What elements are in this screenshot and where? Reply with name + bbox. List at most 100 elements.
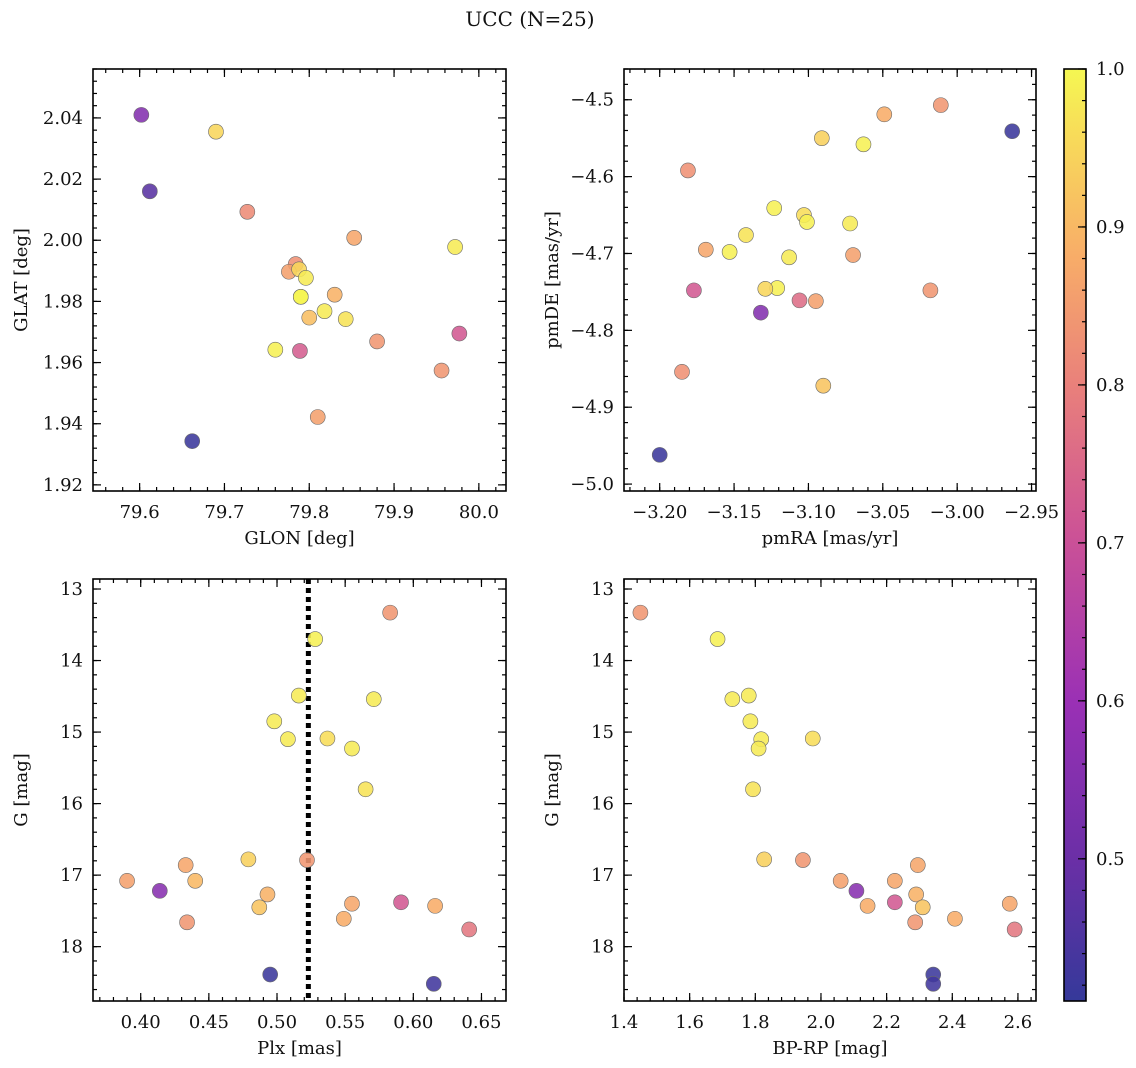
data-point: [750, 740, 767, 757]
data-point: [745, 781, 761, 798]
data-point: [344, 895, 360, 912]
x-tick-label: 79.6: [120, 502, 160, 523]
data-point: [298, 270, 314, 286]
data-point: [177, 857, 194, 873]
x-tick-label: 79.7: [204, 502, 244, 523]
data-point: [267, 341, 284, 358]
y-tick-label: −4.8: [570, 320, 614, 341]
data-point: [365, 691, 382, 707]
x-tick-label: −3.00: [930, 502, 985, 523]
data-point: [859, 898, 876, 914]
x-tick-label: 2.6: [1004, 1012, 1033, 1033]
data-point: [259, 886, 276, 903]
colorbar-tick-label: 0.9: [1096, 217, 1125, 238]
data-point: [908, 886, 924, 903]
data-point: [280, 731, 296, 748]
x-axis-label: pmRA [mas/yr]: [762, 528, 899, 549]
data-point: [781, 249, 797, 266]
data-point: [301, 309, 318, 326]
y-tick-label: 2.02: [43, 169, 83, 190]
x-tick-label: 1.4: [610, 1012, 639, 1033]
data-point: [208, 123, 224, 140]
data-point: [447, 239, 463, 255]
data-point: [179, 914, 195, 931]
y-tick-label: −4.7: [570, 243, 614, 264]
data-point: [292, 343, 308, 359]
data-point: [766, 200, 783, 216]
x-axis-label: BP-RP [mag]: [772, 1038, 887, 1059]
data-point: [292, 289, 309, 305]
x-tick-label: 0.55: [325, 1012, 365, 1033]
data-point: [832, 873, 849, 889]
x-tick-label: 79.8: [289, 502, 329, 523]
data-point: [709, 631, 726, 647]
data-point: [791, 292, 808, 309]
x-tick-label: −3.15: [706, 502, 761, 523]
data-point: [842, 215, 858, 232]
data-point: [1006, 921, 1023, 938]
colorbar-tick-label: 0.6: [1096, 691, 1125, 712]
data-point: [876, 106, 893, 123]
y-tick-label: −4.5: [570, 90, 614, 111]
data-point: [887, 894, 903, 911]
x-tick-label: 0.45: [189, 1012, 229, 1033]
y-tick-label: 16: [591, 794, 614, 815]
data-point: [133, 107, 150, 123]
data-point: [309, 409, 326, 425]
y-tick-label: 1.98: [43, 291, 83, 312]
data-point: [814, 130, 830, 146]
data-point: [933, 97, 949, 113]
colorbar-gradient: [1063, 68, 1087, 1002]
x-tick-label: 80.0: [459, 502, 499, 523]
colorbar: 0.5 0.6 0.7 0.8 0.9 1.0: [1063, 59, 1125, 1002]
data-point: [119, 873, 135, 889]
x-tick-label: 2.0: [807, 1012, 836, 1033]
data-point: [1001, 895, 1018, 912]
y-tick-label: −4.9: [570, 397, 614, 418]
y-tick-label: 1.94: [43, 414, 83, 435]
panel-color-magnitude: 1.4 1.6 1.8 2.0 2.2 2.4 2.6 13 14 15 16 17 18 BP-RP […: [542, 578, 1037, 1059]
data-point: [808, 293, 824, 309]
data-point: [686, 282, 702, 299]
data-point: [632, 604, 649, 621]
colorbar-tick-label: 0.5: [1096, 849, 1125, 870]
plot-frame: [623, 68, 1037, 492]
data-point: [738, 227, 754, 243]
y-tick-label: −4.6: [570, 167, 614, 188]
y-axis-label: G [mag]: [542, 753, 563, 826]
colorbar-tick-label: 1.0: [1096, 59, 1125, 80]
x-tick-label: 0.50: [257, 1012, 297, 1033]
data-point: [382, 604, 398, 621]
data-point: [674, 364, 690, 380]
x-tick-label: 2.4: [938, 1012, 967, 1033]
data-point: [326, 286, 343, 303]
y-tick-label: 16: [60, 794, 83, 815]
data-point: [914, 899, 931, 916]
data-point: [319, 730, 336, 747]
y-tick-label: 15: [591, 722, 614, 743]
x-tick-label: 0.40: [121, 1012, 161, 1033]
data-point: [425, 976, 442, 992]
data-point: [299, 852, 315, 868]
y-axis-label: pmDE [mas/yr]: [542, 211, 563, 349]
x-axis-label: Plx [mas]: [257, 1038, 342, 1059]
y-tick-label: 17: [591, 865, 614, 886]
data-point: [307, 631, 323, 647]
data-point: [451, 325, 468, 342]
data-point: [142, 183, 158, 200]
data-point: [922, 282, 939, 299]
x-tick-label: −2.95: [1004, 502, 1059, 523]
panel-parallax-magnitude: 0.40 0.45 0.50 0.55 0.60 0.65 13 14 15 16 17 18 Plx …: [11, 578, 507, 1059]
data-point: [433, 362, 450, 379]
data-point: [804, 730, 821, 747]
y-tick-label: 15: [60, 722, 83, 743]
data-point: [795, 852, 811, 868]
data-point: [262, 966, 278, 983]
data-point: [393, 894, 409, 911]
data-point: [651, 447, 668, 463]
x-tick-label: 1.6: [675, 1012, 704, 1033]
data-point: [753, 304, 769, 321]
data-point: [369, 333, 385, 350]
y-tick-label: 2.00: [43, 230, 83, 251]
data-point: [799, 214, 815, 230]
